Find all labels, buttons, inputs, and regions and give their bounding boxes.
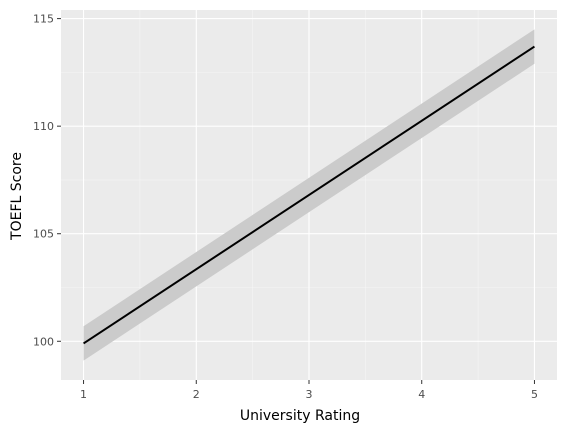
y-tick-label: 110 xyxy=(33,120,54,133)
x-tick-label: 2 xyxy=(193,388,200,401)
y-axis: 100 105 110 115 xyxy=(33,13,61,349)
x-tick-label: 5 xyxy=(531,388,538,401)
y-axis-title: TOEFL Score xyxy=(9,152,25,241)
x-tick-label: 3 xyxy=(306,388,313,401)
x-tick-label: 4 xyxy=(418,388,425,401)
y-tick-label: 105 xyxy=(33,228,54,241)
x-axis-title: University Rating xyxy=(240,408,360,424)
y-tick-label: 115 xyxy=(33,13,54,26)
y-tick-label: 100 xyxy=(33,335,54,348)
x-tick-label: 1 xyxy=(80,388,87,401)
x-axis: 1 2 3 4 5 xyxy=(80,380,538,401)
